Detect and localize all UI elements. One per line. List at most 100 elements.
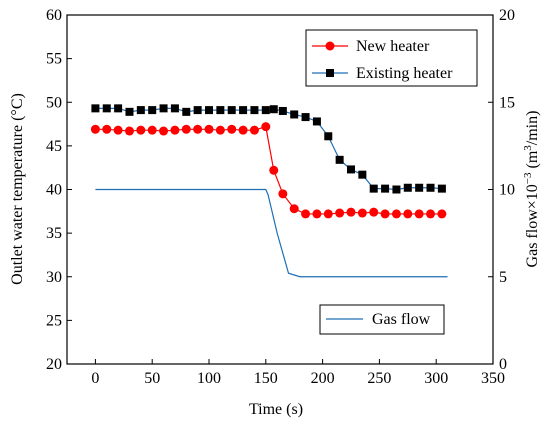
data-point-new-heater [426, 209, 436, 219]
data-point-new-heater [369, 207, 379, 217]
data-point-existing-heater [227, 106, 236, 115]
x-tick-label: 0 [91, 370, 99, 387]
data-point-new-heater [238, 125, 248, 135]
y-right-tick-label: 20 [499, 7, 515, 24]
data-point-existing-heater [278, 106, 287, 115]
y-left-tick-label: 40 [46, 182, 62, 199]
data-point-new-heater [124, 126, 134, 136]
y-right-label-unit1: (m [524, 150, 541, 172]
legend-existing-heater-label: Existing heater [356, 65, 453, 82]
legend-gas-flow-label: Gas flow [372, 311, 431, 328]
series-line-existing-heater [95, 107, 442, 191]
y-left-tick-label: 30 [46, 269, 62, 286]
data-point-existing-heater [403, 183, 412, 192]
data-point-new-heater [312, 209, 322, 219]
legend-top: New heater Existing heater [305, 29, 478, 87]
y-right-label-unit-exp: 3 [522, 145, 534, 151]
x-tick-label: 100 [197, 370, 221, 387]
x-axis-label: Time (s) [249, 401, 303, 418]
data-point-existing-heater [381, 184, 390, 193]
data-point-new-heater [147, 125, 157, 135]
y-left-tick-label: 35 [46, 225, 62, 242]
legend-existing-heater-marker [326, 69, 334, 77]
data-point-existing-heater [239, 106, 248, 115]
x-tick-label: 300 [424, 370, 448, 387]
data-point-new-heater [90, 124, 100, 134]
x-tick-label: 200 [311, 370, 335, 387]
data-point-existing-heater [415, 183, 424, 192]
data-point-new-heater [261, 122, 271, 132]
data-point-new-heater [215, 125, 225, 135]
y-left-tick-label: 45 [46, 138, 62, 155]
data-point-existing-heater [358, 170, 367, 179]
data-point-existing-heater [91, 104, 100, 113]
series-line-gas-flow [95, 188, 448, 278]
data-point-existing-heater [324, 132, 333, 141]
y-right-tick-label: 5 [499, 269, 507, 286]
series-line-new-heater [95, 125, 442, 215]
y-right-label-unit2: /min) [524, 111, 541, 146]
y-left-tick-label: 25 [46, 312, 62, 329]
data-point-new-heater [323, 209, 333, 219]
y-right-tick-label: 10 [499, 182, 515, 199]
y-right-tick-label: 15 [499, 94, 515, 111]
data-point-new-heater [335, 208, 345, 218]
series-existing-heater [91, 104, 446, 194]
data-point-existing-heater [125, 107, 134, 116]
data-point-existing-heater [170, 104, 179, 113]
y-left-tick-label: 55 [46, 51, 62, 68]
data-point-existing-heater [216, 106, 225, 115]
series-layer [90, 104, 448, 278]
data-point-existing-heater [437, 184, 446, 193]
ticks-layer: 0 50 100 150 200 250 300 350 20 25 30 35 40 45 50 55 60 0… [46, 7, 515, 387]
y-left-tick-label: 50 [46, 94, 62, 111]
data-point-new-heater [204, 124, 214, 134]
legend-bottom: Gas flow [319, 304, 445, 335]
data-point-existing-heater [261, 106, 270, 115]
data-point-existing-heater [205, 106, 213, 115]
data-point-new-heater [278, 189, 288, 199]
y-right-label-exp: −3 [522, 172, 534, 184]
y-axis-left-label: Outlet water temperature (°C) [9, 93, 26, 285]
data-point-existing-heater [312, 117, 321, 126]
data-point-new-heater [391, 209, 401, 219]
data-point-existing-heater [301, 113, 310, 122]
data-point-existing-heater [369, 184, 378, 193]
data-point-new-heater [346, 207, 356, 217]
data-point-existing-heater [426, 183, 435, 192]
data-point-existing-heater [136, 106, 145, 115]
data-point-existing-heater [335, 155, 344, 164]
data-point-existing-heater [347, 165, 355, 174]
data-point-existing-heater [250, 106, 259, 115]
y-right-tick-label: 0 [499, 356, 507, 373]
data-point-new-heater [414, 209, 424, 219]
data-point-new-heater [403, 209, 413, 219]
data-point-new-heater [289, 204, 299, 214]
data-point-new-heater [170, 125, 180, 135]
data-point-new-heater [437, 209, 447, 219]
y-right-label-main: Gas flow×10 [524, 184, 541, 267]
data-point-existing-heater [114, 104, 123, 113]
data-point-new-heater [102, 124, 112, 134]
data-point-existing-heater [102, 104, 111, 113]
data-point-new-heater [227, 124, 237, 134]
legend-new-heater-label: New heater [356, 38, 430, 55]
data-point-existing-heater [392, 185, 401, 194]
data-point-new-heater [301, 209, 311, 219]
data-point-new-heater [269, 165, 279, 175]
x-tick-label: 350 [481, 370, 505, 387]
data-point-existing-heater [193, 106, 202, 115]
legend-new-heater-marker [325, 41, 335, 51]
data-point-existing-heater [148, 106, 157, 115]
data-point-new-heater [159, 126, 169, 136]
y-axis-right-label: Gas flow×10−3 (m3/min) [522, 111, 541, 268]
x-tick-label: 150 [254, 370, 278, 387]
data-point-existing-heater [290, 110, 299, 119]
series-new-heater [90, 122, 447, 219]
data-point-new-heater [113, 125, 123, 135]
y-left-tick-label: 20 [46, 356, 62, 373]
x-tick-label: 250 [367, 370, 391, 387]
data-point-new-heater [380, 209, 390, 219]
